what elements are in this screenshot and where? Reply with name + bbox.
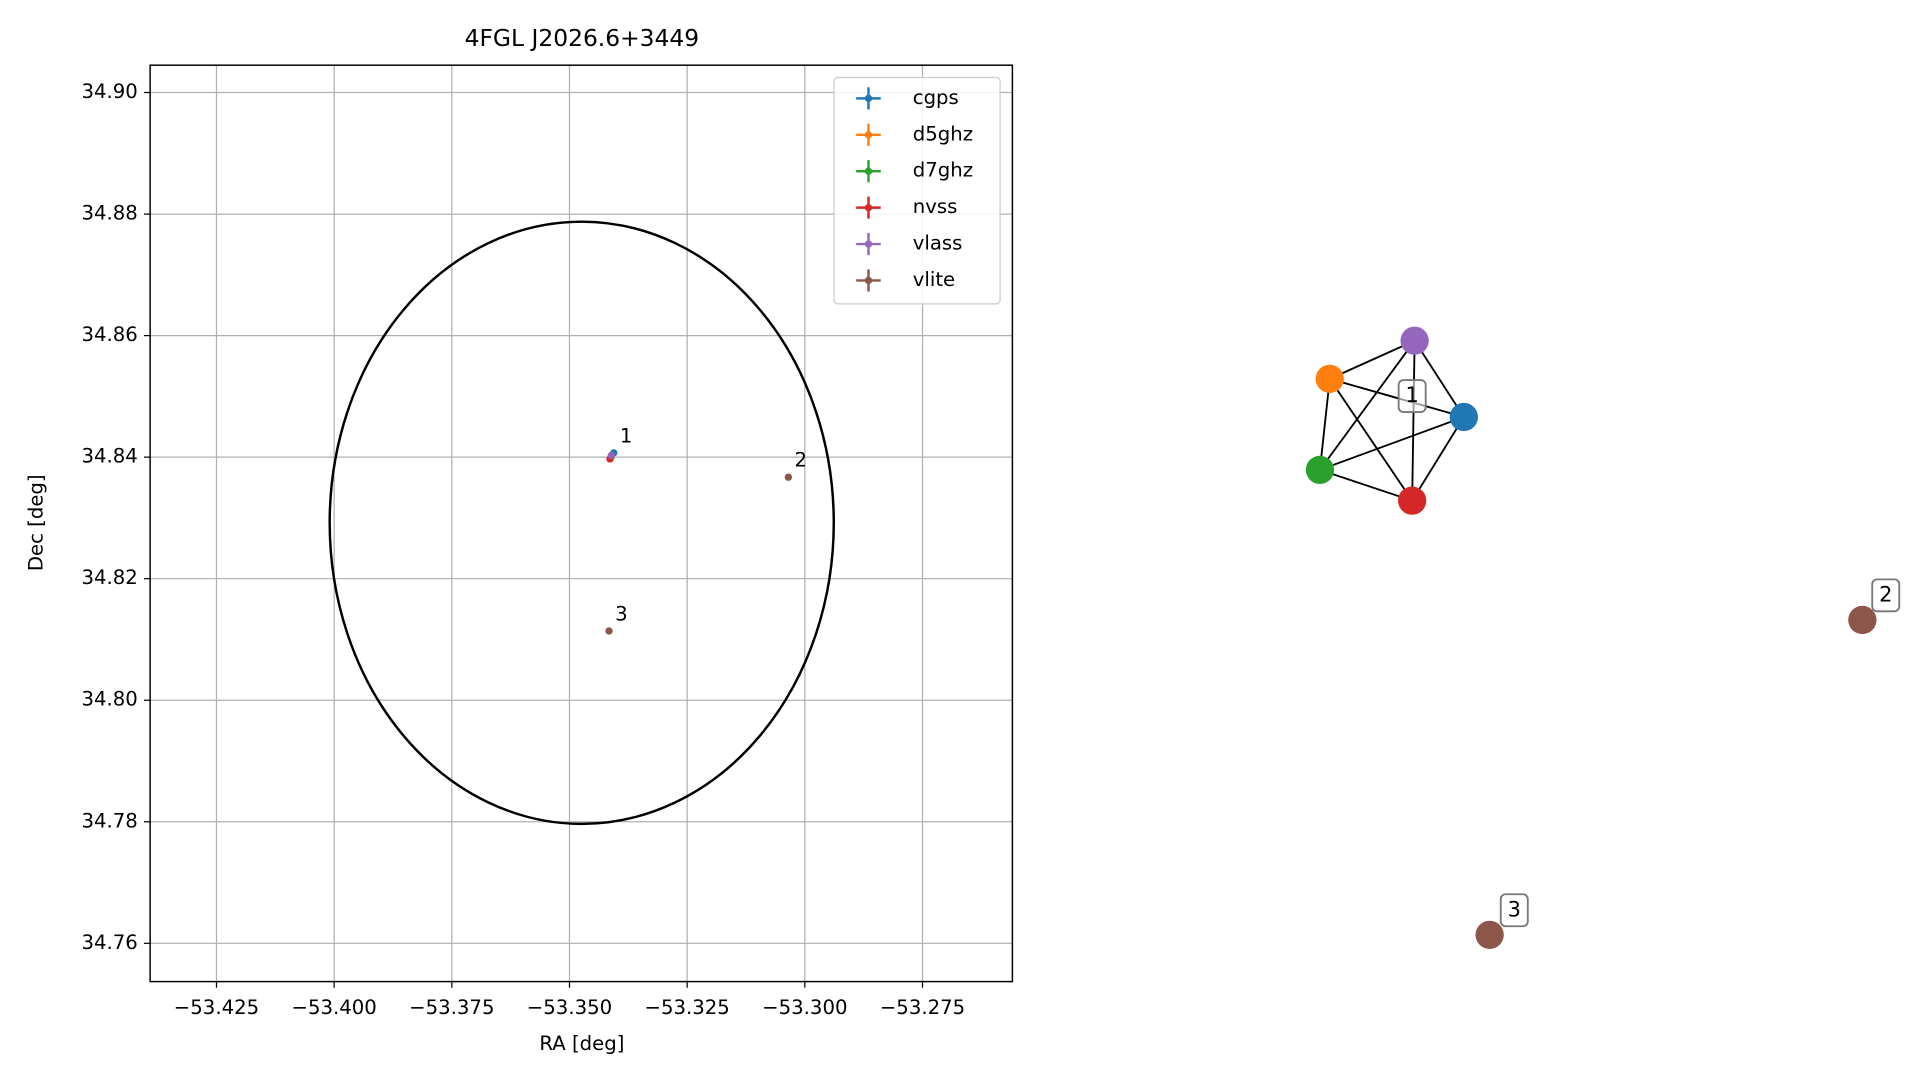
graph-edge: [1329, 377, 1465, 418]
graph-edge: [1411, 416, 1465, 502]
graph-edge: [1319, 416, 1465, 471]
graph-node: [1305, 455, 1335, 485]
x-tick-label: −53.400: [291, 996, 376, 1019]
annotation: 2: [795, 449, 808, 472]
legend-label: nvss: [913, 195, 958, 218]
x-tick-label: −53.375: [409, 996, 494, 1019]
ellipse: [328, 220, 836, 826]
graph-label: 1: [1406, 383, 1419, 407]
graph-edge: [1319, 340, 1416, 471]
graph-label: 2: [1879, 582, 1892, 606]
graph-label-box: [1499, 893, 1529, 928]
y-axis-label: Dec [deg]: [24, 474, 47, 571]
y-tick-label: 34.78: [81, 809, 137, 832]
graph-label-box: [1871, 578, 1901, 613]
graph-edge: [1328, 378, 1413, 502]
x-tick-label: −53.300: [762, 996, 847, 1019]
y-tick-label: 34.86: [81, 323, 137, 346]
chart-title: 4FGL J2026.6+3449: [465, 24, 699, 52]
legend-label: vlite: [913, 268, 955, 291]
x-tick-label: −53.425: [174, 996, 259, 1019]
legend-marker: [864, 203, 873, 212]
legend-marker: [864, 276, 873, 285]
graph-label-box: [1397, 379, 1427, 413]
graph-node: [1848, 605, 1877, 635]
graph-node: [1400, 326, 1429, 355]
y-tick-label: 34.80: [81, 688, 137, 711]
point: [605, 627, 613, 635]
legend-label: d7ghz: [913, 159, 973, 182]
graph-label: 3: [1508, 897, 1521, 921]
legend-label: vlass: [913, 232, 963, 255]
x-tick-label: −53.350: [527, 996, 612, 1019]
legend-marker: [864, 240, 873, 248]
x-axis-label: RA [deg]: [539, 1032, 624, 1055]
legend-label: d5ghz: [913, 122, 973, 145]
legend-label: cgps: [913, 86, 959, 109]
x-tick-label: −53.325: [644, 996, 729, 1019]
x-tick-label: −53.275: [880, 996, 965, 1019]
y-tick-label: 34.76: [81, 931, 137, 954]
graph-node: [1398, 486, 1427, 515]
graph-node: [1449, 402, 1478, 432]
point: [607, 451, 616, 460]
y-tick-label: 34.88: [81, 202, 137, 225]
annotation: 3: [615, 602, 628, 625]
y-tick-label: 34.82: [81, 566, 137, 589]
annotation: 1: [620, 424, 633, 447]
graph-node: [1475, 920, 1504, 949]
graph-edge: [1413, 340, 1465, 418]
legend-marker: [864, 94, 873, 103]
graph-edge: [1329, 339, 1416, 380]
graph-edge: [1319, 469, 1413, 502]
y-tick-label: 34.90: [81, 80, 137, 103]
legend-marker: [864, 167, 873, 175]
point: [784, 473, 793, 481]
graph-edge: [1411, 340, 1416, 501]
graph-node: [1315, 364, 1344, 394]
axes-frame: [149, 64, 1014, 983]
legend-marker: [864, 131, 873, 139]
graph-edge: [1318, 378, 1331, 470]
y-tick-label: 34.84: [81, 445, 137, 468]
